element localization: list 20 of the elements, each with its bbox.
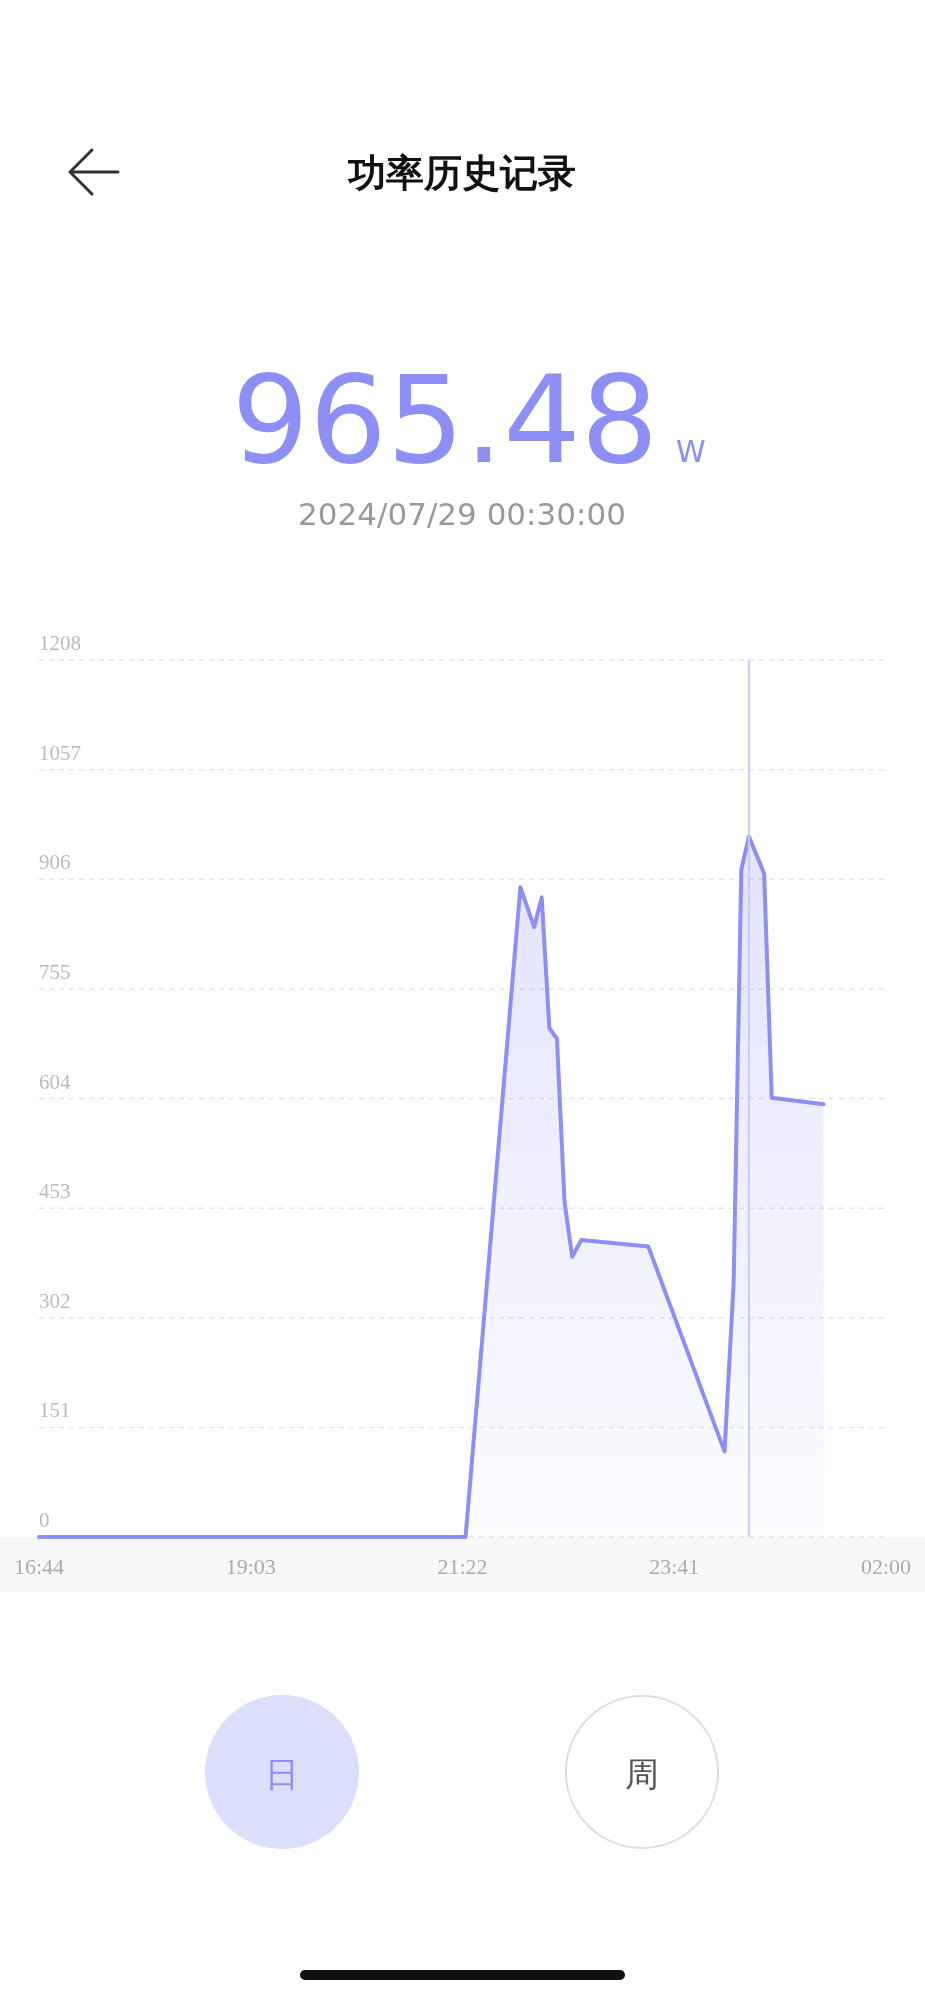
x-tick-label: 19:03: [225, 1554, 276, 1579]
text: 日: [265, 1754, 299, 1794]
y-tick-label: 1208: [39, 631, 81, 655]
y-tick-label: 906: [39, 850, 71, 875]
x-tick-label: 16:44: [13, 1554, 65, 1579]
y-tick-label: 604: [39, 1069, 71, 1094]
x-tick-label: 02:00: [860, 1554, 912, 1579]
y-tick-label: 755: [39, 959, 71, 984]
y-tick-label: 302: [39, 1288, 71, 1313]
chart-title: 功率历史记录: [347, 151, 576, 195]
text: 2024/07/29 00:30:00: [298, 496, 626, 532]
y-tick-label: 151: [39, 1398, 71, 1423]
x-tick-label: 21:22: [437, 1554, 488, 1579]
y-tick-label: 1057: [39, 740, 81, 765]
y-tick-label: 453: [39, 1179, 71, 1204]
text: 周: [625, 1754, 659, 1794]
text: W: [676, 434, 706, 469]
y-tick-label: 0: [39, 1508, 50, 1532]
text: 965.48: [231, 349, 659, 491]
x-tick-label: 23:41: [649, 1554, 700, 1579]
